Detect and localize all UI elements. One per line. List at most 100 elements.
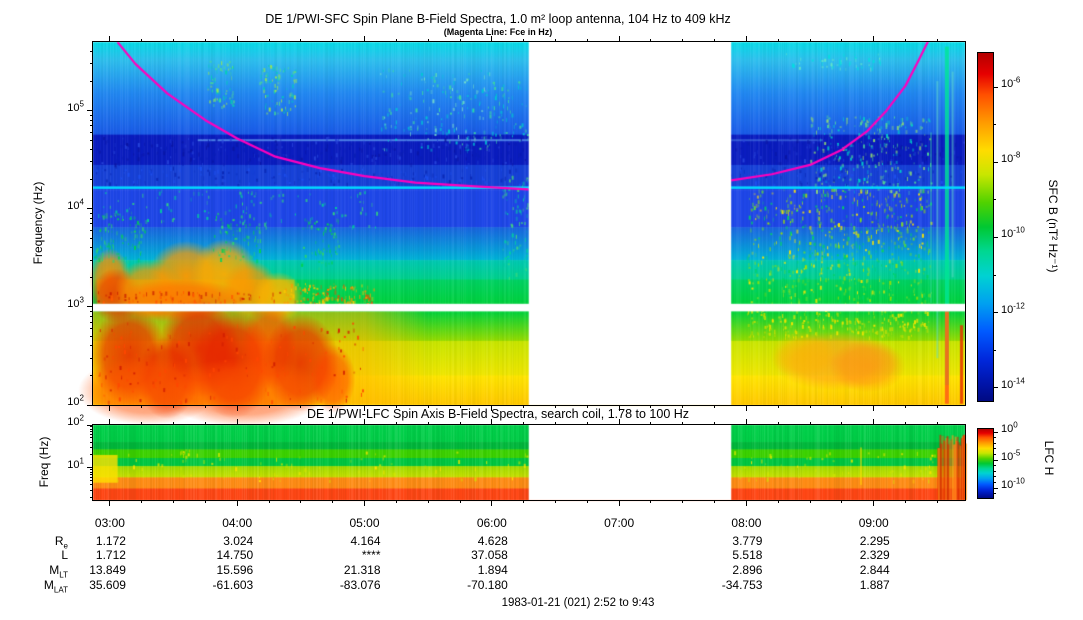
x-tick bbox=[491, 500, 493, 506]
x-tick bbox=[173, 422, 175, 425]
x-tick bbox=[109, 405, 111, 411]
ephemeris-row-label: MLAT bbox=[43, 578, 68, 595]
sfc-y-minor-tick bbox=[90, 139, 93, 141]
sfc-panel-title: DE 1/PWI-SFC Spin Plane B-Field Spectra,… bbox=[265, 12, 731, 26]
x-tick bbox=[364, 419, 366, 425]
x-tick bbox=[236, 36, 238, 42]
x-tick bbox=[554, 500, 556, 503]
x-tick bbox=[395, 39, 397, 42]
lfc-cb-tick bbox=[993, 431, 998, 433]
lfc-cb-minor-tick bbox=[993, 493, 996, 495]
sfc-cb-minor-tick bbox=[993, 349, 996, 351]
lfc-cb-tick-label: 100 bbox=[1001, 420, 1018, 435]
sfc-y-minor-tick bbox=[90, 119, 93, 121]
ephemeris-value: 4.628 bbox=[477, 534, 508, 548]
lfc-cb-minor-tick bbox=[993, 470, 996, 472]
x-tick bbox=[905, 405, 907, 408]
x-tick bbox=[650, 422, 652, 425]
x-tick bbox=[554, 39, 556, 42]
hour-label: 03:00 bbox=[94, 516, 125, 530]
sfc-y-tick-label: 103 bbox=[67, 295, 84, 310]
x-tick bbox=[714, 405, 716, 408]
x-tick bbox=[682, 39, 684, 42]
x-tick bbox=[395, 500, 397, 503]
x-tick bbox=[523, 500, 525, 503]
lfc-y-minor-tick bbox=[90, 431, 93, 433]
x-tick bbox=[873, 405, 875, 411]
ephemeris-value: 3.024 bbox=[223, 534, 254, 548]
sfc-cb-minor-tick bbox=[993, 274, 996, 276]
x-tick bbox=[141, 405, 143, 408]
sfc-y-tick-label: 105 bbox=[67, 99, 84, 114]
ephemeris-value: 21.318 bbox=[343, 563, 381, 577]
ephemeris-value: 2.295 bbox=[859, 534, 890, 548]
x-tick bbox=[809, 422, 811, 425]
x-tick bbox=[873, 419, 875, 425]
ephemeris-value: 1.887 bbox=[859, 578, 890, 592]
sfc-panel-subtitle: (Magenta Line: Fce in Hz) bbox=[443, 27, 553, 37]
lfc-y-minor-tick bbox=[90, 454, 93, 456]
x-tick bbox=[109, 36, 111, 42]
sfc-cb-tick bbox=[993, 312, 998, 314]
x-tick bbox=[427, 39, 429, 42]
ephemeris-value: 37.058 bbox=[471, 548, 508, 562]
x-tick bbox=[332, 39, 334, 42]
ephemeris-value: 1.172 bbox=[95, 534, 126, 548]
x-tick bbox=[459, 500, 461, 503]
x-tick bbox=[936, 405, 938, 408]
lfc-y-minor-tick bbox=[90, 489, 93, 491]
x-tick bbox=[618, 405, 620, 411]
x-tick bbox=[618, 500, 620, 506]
sfc-cb-tick-label: 10-12 bbox=[1001, 300, 1025, 316]
x-tick bbox=[427, 422, 429, 425]
lfc-cb-minor-tick bbox=[993, 437, 996, 439]
lfc-panel-title: DE 1/PWI-LFC Spin Axis B-Field Spectra, … bbox=[306, 407, 690, 421]
hour-label: 08:00 bbox=[731, 516, 762, 530]
ephemeris-value: 13.849 bbox=[89, 563, 126, 577]
sfc-y-minor-tick bbox=[90, 321, 93, 323]
x-tick bbox=[204, 405, 206, 408]
hour-label: 09:00 bbox=[858, 516, 889, 530]
lfc-cb-minor-tick bbox=[993, 442, 996, 444]
lfc-cb-tick-label: 10-5 bbox=[1001, 448, 1021, 463]
lfc-cb-tick bbox=[993, 487, 998, 489]
x-tick bbox=[905, 422, 907, 425]
x-tick bbox=[873, 36, 875, 42]
sfc-y-minor-tick bbox=[90, 149, 93, 151]
sfc-cb-tick-label: 10-10 bbox=[1001, 225, 1025, 241]
x-tick bbox=[332, 422, 334, 425]
hour-label: 07:00 bbox=[604, 516, 635, 530]
lfc-y-minor-tick bbox=[90, 446, 93, 448]
x-tick bbox=[841, 405, 843, 408]
x-tick bbox=[586, 500, 588, 503]
sfc-cb-tick-label: 10-6 bbox=[1001, 75, 1021, 90]
x-tick bbox=[268, 500, 270, 503]
ephemeris-value: 3.779 bbox=[732, 534, 763, 548]
lfc-cb-minor-tick bbox=[993, 448, 996, 450]
ephemeris-row-label: L bbox=[61, 548, 68, 562]
x-tick bbox=[364, 36, 366, 42]
sfc-y-minor-tick bbox=[90, 230, 93, 232]
ephemeris-row-label: MLT bbox=[49, 563, 68, 580]
x-tick bbox=[650, 500, 652, 503]
x-tick bbox=[714, 500, 716, 503]
x-tick bbox=[236, 500, 238, 506]
sfc-colorbar bbox=[977, 52, 994, 402]
lfc-panel-frame bbox=[92, 424, 966, 501]
sfc-y-tick-label: 104 bbox=[67, 197, 84, 212]
x-tick bbox=[332, 405, 334, 408]
sfc-cb-tick-label: 10-14 bbox=[1001, 376, 1025, 391]
x-tick bbox=[809, 39, 811, 42]
x-tick bbox=[777, 422, 779, 425]
ephemeris-value: -61.603 bbox=[212, 578, 254, 592]
sfc-y-minor-tick bbox=[90, 247, 93, 249]
x-tick bbox=[173, 39, 175, 42]
x-tick bbox=[300, 405, 302, 408]
sfc-y-minor-tick bbox=[90, 223, 93, 225]
lfc-y-tick bbox=[87, 424, 93, 426]
x-tick bbox=[745, 500, 747, 506]
x-tick bbox=[141, 422, 143, 425]
ephemeris-row-label: Re bbox=[54, 534, 68, 551]
x-tick bbox=[459, 39, 461, 42]
ephemeris-value: 2.329 bbox=[859, 548, 890, 562]
